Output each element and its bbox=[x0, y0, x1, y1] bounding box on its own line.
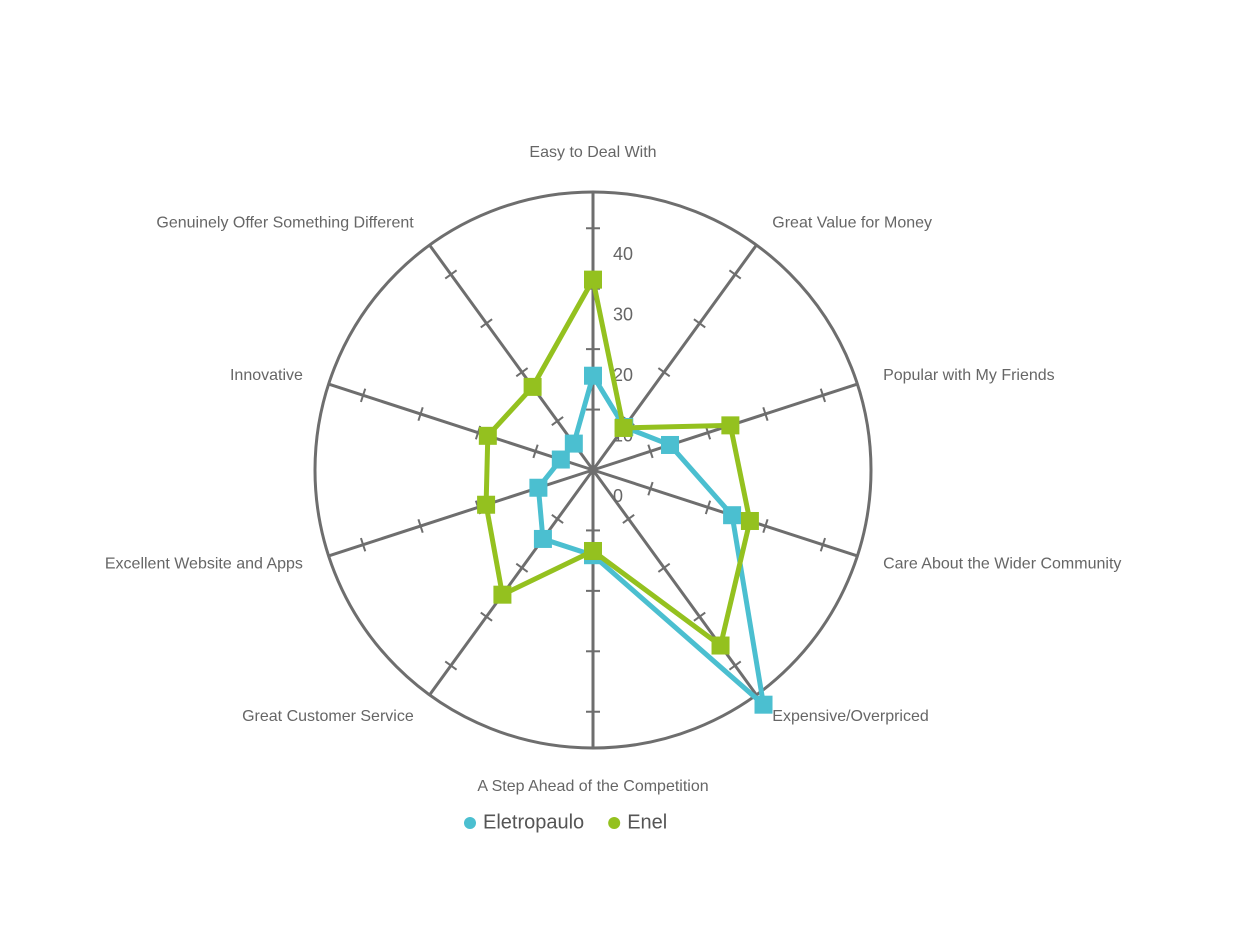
legend-marker bbox=[464, 817, 476, 829]
tick-mark bbox=[819, 388, 827, 403]
legend-label: Enel bbox=[627, 811, 667, 833]
data-point bbox=[721, 416, 740, 435]
data-point bbox=[584, 366, 602, 385]
tick-mark bbox=[704, 500, 712, 515]
category-label: Easy to Deal With bbox=[529, 144, 656, 161]
category-label: Care About the Wider Community bbox=[883, 555, 1121, 572]
data-point bbox=[614, 418, 633, 437]
tick-mark bbox=[444, 660, 458, 671]
data-point bbox=[493, 585, 512, 604]
category-label: A Step Ahead of the Competition bbox=[477, 778, 708, 795]
tick-mark bbox=[359, 388, 367, 403]
data-point bbox=[740, 511, 759, 530]
tick-mark bbox=[819, 537, 827, 552]
tick-label: 0 bbox=[613, 486, 623, 506]
category-label: Innovative bbox=[230, 367, 303, 384]
tick-mark bbox=[657, 562, 671, 573]
data-point bbox=[523, 377, 542, 396]
data-point bbox=[711, 636, 730, 655]
data-point bbox=[478, 426, 497, 445]
tick-label: 40 bbox=[613, 244, 633, 264]
tick-mark bbox=[622, 513, 635, 524]
tick-mark bbox=[359, 537, 367, 552]
legend-label: Eletropaulo bbox=[483, 811, 584, 833]
tick-mark bbox=[657, 367, 671, 378]
category-label: Great Value for Money bbox=[772, 214, 932, 231]
axis-line bbox=[328, 382, 594, 472]
tick-mark bbox=[515, 562, 529, 573]
data-point bbox=[529, 478, 548, 497]
data-point bbox=[584, 541, 602, 560]
tick-mark bbox=[480, 318, 493, 329]
category-label: Genuinely Offer Something Different bbox=[156, 214, 414, 231]
tick-mark bbox=[647, 444, 654, 459]
tick-mark bbox=[728, 269, 742, 280]
tick-mark bbox=[728, 660, 742, 671]
category-label: Expensive/Overpriced bbox=[772, 708, 929, 725]
data-point bbox=[723, 506, 742, 525]
tick-mark bbox=[693, 318, 706, 329]
tick-mark bbox=[444, 269, 458, 280]
category-label: Popular with My Friends bbox=[883, 367, 1055, 384]
tick-mark bbox=[551, 513, 564, 524]
axis-line bbox=[328, 468, 594, 558]
axis-line bbox=[428, 244, 595, 471]
tick-label: 20 bbox=[613, 365, 633, 385]
tick-mark bbox=[417, 407, 424, 421]
legend-marker bbox=[608, 817, 621, 829]
tick-mark bbox=[762, 519, 769, 533]
tick-mark bbox=[417, 519, 424, 533]
data-point bbox=[661, 435, 680, 454]
tick-mark bbox=[693, 611, 706, 622]
data-point bbox=[551, 450, 570, 469]
tick-mark bbox=[762, 407, 769, 421]
data-point bbox=[533, 529, 552, 548]
tick-mark bbox=[532, 444, 539, 459]
data-point bbox=[477, 495, 496, 514]
data-point bbox=[754, 695, 773, 714]
category-label: Great Customer Service bbox=[242, 708, 414, 725]
tick-mark bbox=[551, 416, 564, 427]
data-point bbox=[584, 270, 602, 289]
tick-mark bbox=[515, 367, 529, 378]
tick-mark bbox=[647, 481, 654, 496]
tick-label: 30 bbox=[613, 304, 633, 324]
axis-line bbox=[428, 469, 595, 696]
data-point bbox=[564, 434, 583, 453]
axis-line bbox=[591, 469, 758, 696]
category-label: Excellent Website and Apps bbox=[105, 555, 303, 572]
tick-mark bbox=[480, 611, 493, 622]
